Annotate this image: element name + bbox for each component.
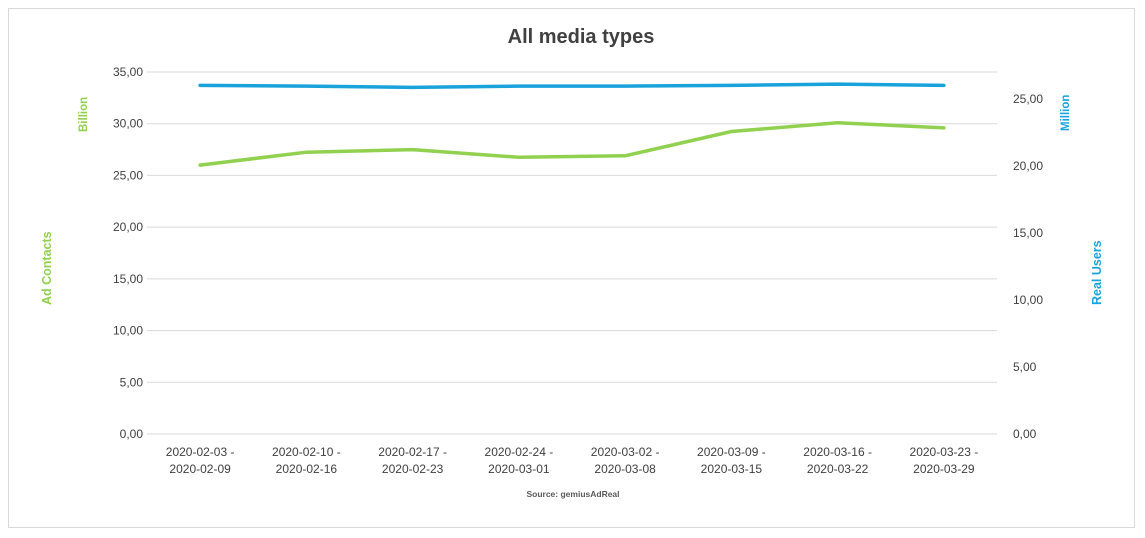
x-axis-ticks: 2020-02-03 -2020-02-09 2020-02-10 -2020-0…	[166, 445, 978, 476]
left-tick-label: 30,00	[113, 117, 143, 131]
gridlines	[147, 71, 997, 435]
left-axis-unit: Billion	[78, 97, 90, 132]
left-tick-label: 0,00	[120, 427, 144, 441]
x-tick-label: 2020-02-24 -2020-03-01	[485, 445, 554, 476]
left-tick-label: 35,00	[113, 65, 143, 79]
right-tick-label: 25,00	[1013, 92, 1043, 106]
left-axis-ticks: 0,00 5,00 10,00 15,00 20,00 25,00 30,00 35,00	[113, 65, 143, 441]
x-tick-label: 2020-03-02 -2020-03-08	[591, 445, 660, 476]
left-tick-label: 5,00	[120, 375, 144, 389]
real-users-series-line	[198, 82, 946, 90]
right-axis-ticks: 0,00 5,00 10,00 15,00 20,00 25,00	[1013, 92, 1043, 441]
source-note: Source: gemiusAdReal	[526, 489, 619, 499]
chart-frame: All media types 0,00 5,00 10,00 15,00 20,00 2…	[8, 8, 1135, 528]
right-tick-label: 20,00	[1013, 159, 1043, 173]
x-tick-label: 2020-02-03 -2020-02-09	[166, 445, 235, 476]
right-tick-label: 5,00	[1013, 360, 1037, 374]
right-tick-label: 0,00	[1013, 427, 1037, 441]
x-tick-label: 2020-03-16 -2020-03-22	[803, 445, 872, 476]
x-tick-label: 2020-03-09 -2020-03-15	[697, 445, 766, 476]
right-tick-label: 15,00	[1013, 226, 1043, 240]
x-tick-label: 2020-02-17 -2020-02-23	[378, 445, 447, 476]
left-tick-label: 10,00	[113, 324, 143, 338]
left-axis-title: Ad Contacts	[40, 231, 54, 305]
right-axis-unit: Million	[1060, 95, 1072, 131]
series-lines	[198, 82, 946, 167]
ad-contacts-series-line	[198, 120, 946, 167]
x-tick-label: 2020-02-10 -2020-02-16	[272, 445, 341, 476]
line-chart: All media types 0,00 5,00 10,00 15,00 20,00 2…	[40, 26, 1104, 499]
right-tick-label: 10,00	[1013, 293, 1043, 307]
left-tick-label: 25,00	[113, 168, 143, 182]
left-tick-label: 20,00	[113, 220, 143, 234]
right-axis-title: Real Users	[1090, 240, 1104, 305]
x-tick-label: 2020-03-23 -2020-03-29	[910, 445, 979, 476]
chart-title: All media types	[508, 26, 655, 48]
left-tick-label: 15,00	[113, 272, 143, 286]
